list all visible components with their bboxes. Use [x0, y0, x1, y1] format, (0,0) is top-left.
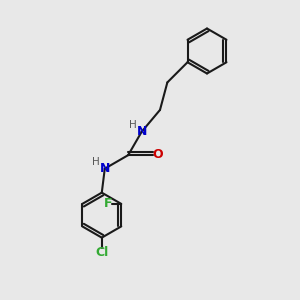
Text: Cl: Cl — [95, 246, 108, 259]
Text: N: N — [136, 125, 147, 138]
Text: H: H — [92, 157, 100, 167]
Text: H: H — [129, 120, 137, 130]
Text: N: N — [100, 162, 110, 175]
Text: O: O — [153, 148, 163, 161]
Text: F: F — [104, 197, 112, 210]
